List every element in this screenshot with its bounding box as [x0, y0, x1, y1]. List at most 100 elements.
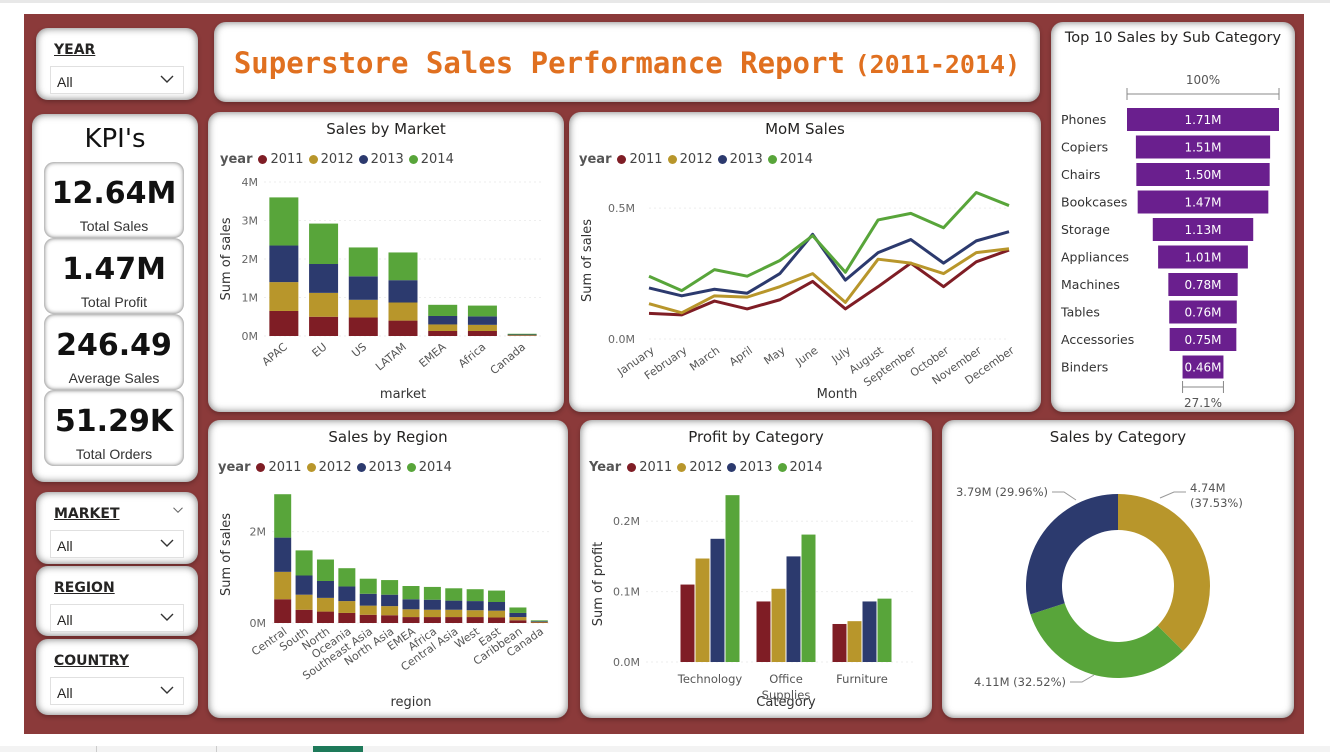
chevron-down-icon [160, 75, 174, 83]
legend-item-2011[interactable]: 2011 [627, 460, 672, 475]
legend-item-2013[interactable]: 2013 [717, 152, 763, 167]
legend-item-2012[interactable]: 2012 [667, 152, 713, 167]
donut-slice [1030, 603, 1184, 678]
bar-segment [428, 330, 458, 336]
funnel-bar [1168, 273, 1238, 296]
legend-title: year [218, 460, 251, 475]
legend-label: 2014 [789, 460, 823, 475]
legend-item-2012[interactable]: 2012 [308, 152, 354, 167]
bar-segment [381, 580, 399, 595]
bar-segment [348, 276, 378, 300]
page-tab-divider [216, 746, 217, 752]
legend-item-2014[interactable]: 2014 [406, 460, 452, 475]
legend-label: 2012 [320, 152, 354, 167]
legend-item-2011[interactable]: 2011 [256, 460, 302, 475]
sales-by-market-chart[interactable]: 0M 1M 2M 3M 4M APAC EU US LATAM EMEA Africa Canada m… [208, 112, 564, 412]
legend-item-2013[interactable]: 2013 [358, 152, 404, 167]
bar-segment [295, 594, 313, 610]
y-axis-title: Sum of sales [580, 219, 595, 302]
funnel-category-label: Accessories [1061, 332, 1134, 347]
legend-title: year [579, 152, 612, 167]
legend-item-2012[interactable]: 2012 [306, 460, 352, 475]
legend-item-2011[interactable]: 2011 [258, 152, 304, 167]
series-line-2014 [648, 190, 1010, 293]
x-tick-label: Office [769, 672, 803, 686]
leader-line [1052, 491, 1077, 501]
kpi-label: Average Sales [68, 370, 160, 386]
funnel-category-label: Machines [1061, 277, 1120, 292]
chart-title: Top 10 Sales by Sub Category [1064, 30, 1282, 46]
legend-item-2014[interactable]: 2014 [408, 152, 454, 167]
x-tick-label: Furniture [836, 672, 888, 686]
bar-segment [359, 593, 377, 606]
bar-segment [269, 245, 299, 283]
legend-label: 2011 [629, 152, 663, 167]
legend-item-2011[interactable]: 2011 [617, 152, 663, 167]
market-dropdown-value: All [57, 538, 73, 554]
year-slicer: YEAR All [36, 28, 198, 100]
bar-segment [274, 537, 292, 572]
kpi-value: 1.47M [62, 252, 166, 287]
country-dropdown-value: All [57, 685, 73, 701]
report-title-main: Superstore Sales Performance Report [233, 46, 845, 80]
bar-segment [295, 550, 313, 576]
y-tick-label: 2M [250, 526, 267, 539]
bar [680, 584, 695, 662]
bar-segment [428, 324, 458, 331]
x-tick-label: June [792, 344, 820, 369]
region-dropdown[interactable]: All [50, 604, 184, 632]
bar-segment [402, 617, 420, 623]
chart-legend: Year 2011 2012 2013 2014 [589, 460, 828, 475]
page-tab-active[interactable] [313, 746, 363, 752]
chevron-down-icon[interactable] [172, 504, 184, 516]
market-dropdown[interactable]: All [50, 530, 184, 558]
bar-segment [509, 607, 527, 613]
market-slicer: MARKET All [36, 492, 198, 564]
legend-label: 2012 [318, 460, 352, 475]
series-line-2013 [648, 230, 1010, 298]
bar-segment [309, 316, 339, 336]
legend-label: 2013 [729, 152, 763, 167]
sales-by-category-donut[interactable]: 4.74M(37.53%) 4.11M (32.52%) 3.79M (29.96%… [942, 420, 1294, 718]
legend-item-2012[interactable]: 2012 [677, 460, 722, 475]
bar-segment [488, 617, 506, 623]
legend-item-2014[interactable]: 2014 [767, 152, 813, 167]
y-tick-label: 0M [242, 330, 259, 343]
x-tick-label: APAC [260, 340, 290, 368]
bar-segment [445, 609, 463, 618]
bar-segment [359, 614, 377, 623]
bar-segment [388, 280, 418, 303]
profit-by-category-chart[interactable]: 0.0M 0.1M 0.2M Technology Office Supplies Furn… [580, 420, 932, 718]
top10-subcategory-funnel[interactable]: 100% Phones 1.71M Copiers 1.51M Chairs 1.50M Bo… [1051, 22, 1295, 412]
bar-segment [445, 588, 463, 601]
bar [725, 495, 740, 662]
legend-item-2014[interactable]: 2014 [777, 460, 823, 475]
legend-item-2013[interactable]: 2013 [356, 460, 402, 475]
bar-segment [316, 559, 334, 581]
page-tab-strip [0, 746, 1330, 752]
year-dropdown[interactable]: All [50, 66, 184, 94]
chart-title: MoM Sales [765, 120, 845, 138]
bar-segment [445, 600, 463, 610]
funnel-bar-label: 1.71M [1184, 113, 1221, 127]
x-tick-label: Supplies [762, 688, 811, 702]
bar-segment [467, 330, 497, 336]
legend-item-2013[interactable]: 2013 [727, 460, 773, 475]
bar-segment [316, 580, 334, 598]
series-line-2011 [648, 248, 1010, 317]
profit-by-category-card: Profit by Category Year 2011 2012 2013 2… [580, 420, 932, 718]
bar [756, 601, 771, 662]
bar-segment [316, 611, 334, 623]
funnel-bottom-label: 27.1% [1184, 396, 1222, 410]
y-tick-label: 1M [242, 292, 259, 305]
donut-data-label: 4.11M (32.52%) [974, 675, 1066, 689]
country-dropdown[interactable]: All [50, 677, 184, 705]
funnel-bar [1152, 218, 1254, 241]
bar-segment [509, 612, 527, 618]
leader-line [1070, 674, 1095, 683]
bar [695, 558, 710, 662]
bar-segment [402, 609, 420, 618]
bar [877, 598, 892, 662]
